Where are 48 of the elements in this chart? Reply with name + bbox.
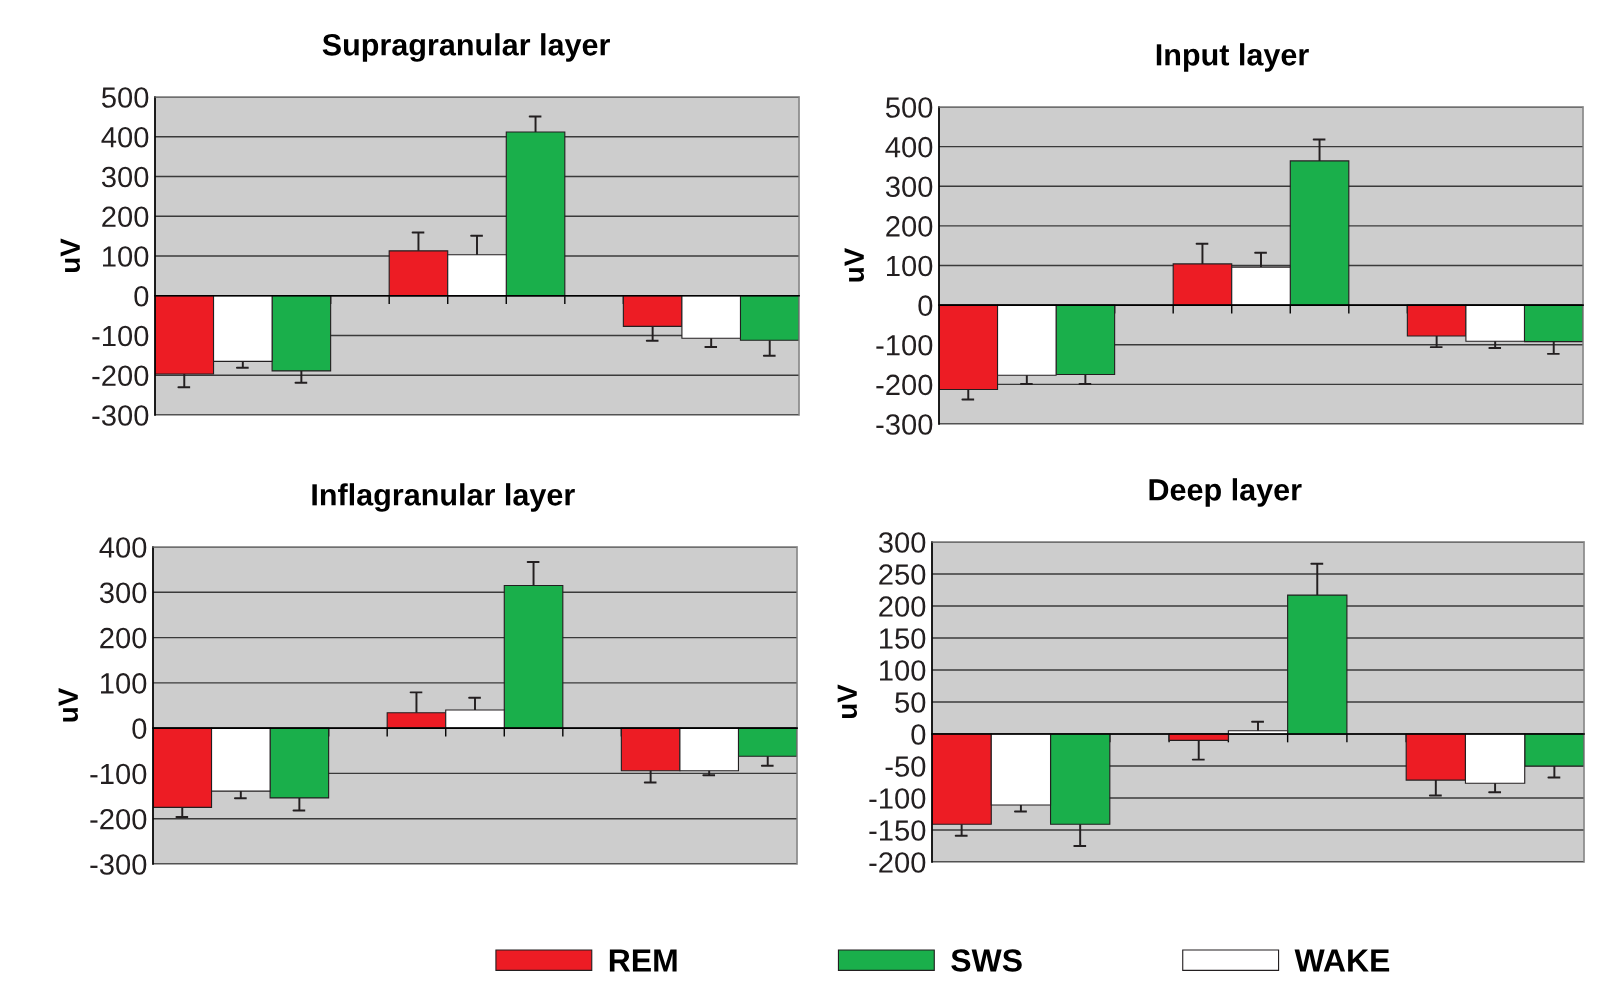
y-tick-label: -300 [876, 414, 933, 435]
y-tick-label: 250 [879, 564, 926, 585]
legend-label: SWS [951, 949, 1022, 972]
y-tick-label: 100 [101, 673, 147, 694]
y-tick-label: -100 [92, 325, 149, 347]
y-tick-label: 0 [911, 724, 926, 745]
chart-title: Inflagranular layer [312, 483, 575, 512]
y-tick-label: -300 [92, 405, 149, 426]
y-tick-label: -150 [869, 820, 926, 841]
y-tick-label: 300 [878, 532, 926, 553]
y-tick-label: 50 [895, 692, 926, 713]
y-tick-label: 200 [100, 627, 147, 649]
chart-title: Deep layer [1149, 478, 1302, 507]
legend-label: REM [609, 949, 677, 972]
y-tick-label: 500 [101, 87, 149, 108]
y-tick-label: 400 [99, 537, 147, 558]
y-tick-label: 150 [880, 628, 926, 649]
y-tick-label: 200 [879, 596, 926, 617]
y-tick-label: 0 [134, 285, 149, 307]
y-axis-title: uV [844, 247, 865, 282]
y-tick-label: 300 [101, 166, 149, 188]
y-axis-title: uV [60, 238, 81, 273]
y-tick-label: 0 [132, 718, 147, 739]
y-tick-label: -300 [90, 854, 147, 875]
y-tick-label: 500 [885, 97, 933, 118]
chart-title: Supragranular layer [322, 33, 610, 62]
y-tick-label: -50 [885, 756, 926, 777]
y-axis-title: uV [58, 687, 79, 722]
y-tick-label: -200 [876, 374, 933, 396]
y-tick-label: -100 [869, 788, 926, 809]
y-tick-label: 200 [886, 216, 933, 237]
y-tick-label: -200 [92, 365, 149, 387]
y-tick-label: 100 [880, 660, 926, 681]
y-tick-label: -200 [90, 808, 147, 830]
y-axis-title: uV [837, 684, 858, 719]
y-tick-label: 300 [99, 582, 147, 604]
y-tick-label: 300 [885, 176, 933, 198]
y-tick-label: 100 [103, 246, 149, 267]
y-tick-label: 100 [887, 255, 933, 277]
y-tick-label: 0 [918, 295, 933, 316]
legend-label: WAKE [1294, 949, 1390, 972]
y-tick-label: -100 [90, 763, 147, 785]
y-tick-label: 400 [101, 126, 149, 148]
y-tick-label: 400 [885, 136, 933, 158]
chart-title: Input layer [1156, 43, 1309, 72]
y-tick-label: 200 [102, 206, 149, 228]
y-tick-label: -100 [876, 334, 933, 356]
y-tick-label: -200 [869, 852, 926, 873]
